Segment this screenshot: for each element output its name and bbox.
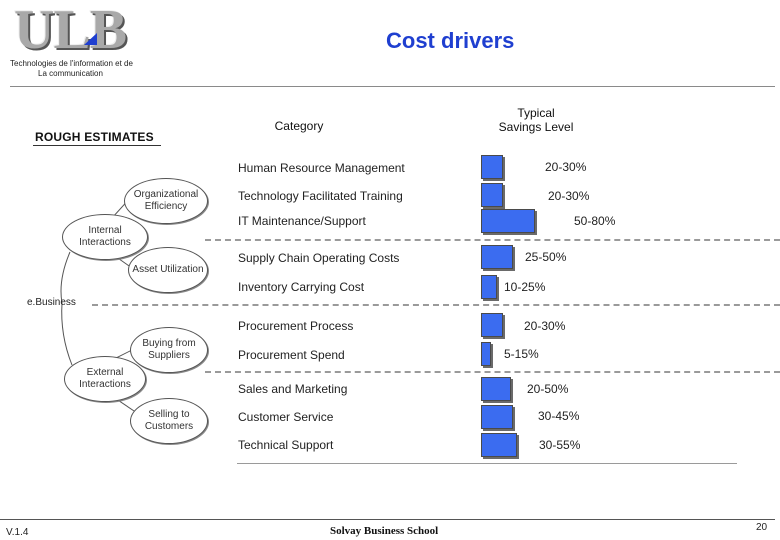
- savings-bar: [481, 275, 497, 299]
- node-asset-utilization: Asset Utilization: [128, 247, 208, 293]
- subtitle-line-2: La communication: [38, 69, 103, 78]
- row-label: Technology Facilitated Training: [238, 189, 403, 203]
- savings-value: 50-80%: [574, 214, 616, 228]
- row-label: Customer Service: [238, 410, 334, 424]
- node-external-interactions: External Interactions: [64, 356, 146, 402]
- savings-bar: [481, 245, 513, 269]
- row-label: Inventory Carrying Cost: [238, 280, 365, 294]
- savings-value: 30-55%: [539, 438, 581, 452]
- page-number: 20: [756, 522, 768, 533]
- rough-estimates-underline: [33, 145, 161, 146]
- savings-bar: [481, 313, 503, 337]
- section-divider-1: [205, 239, 780, 241]
- row-label: IT Maintenance/Support: [238, 214, 366, 228]
- savings-header-line-1: Typical: [517, 106, 555, 120]
- logo-triangle-icon: [84, 33, 97, 45]
- node-e-business: e.Business: [27, 297, 76, 308]
- savings-bar: [481, 342, 491, 366]
- row-label: Human Resource Management: [238, 161, 405, 175]
- savings-value: 30-45%: [538, 409, 580, 423]
- table-bottom-rule: [237, 463, 737, 464]
- subtitle-line-1: Technologies de l'information et de: [10, 59, 133, 68]
- footer-rule: [0, 519, 775, 520]
- savings-bar: [481, 183, 503, 207]
- rough-estimates-label: ROUGH ESTIMATES: [35, 130, 154, 144]
- savings-value: 20-30%: [548, 189, 590, 203]
- row-label: Procurement Spend: [238, 348, 345, 362]
- version-label: V.1.4: [6, 527, 29, 538]
- savings-value: 20-30%: [524, 319, 566, 333]
- ulb-logo: ULB: [14, 0, 127, 61]
- savings-bar: [481, 405, 513, 429]
- row-label: Technical Support: [238, 438, 334, 452]
- row-label: Supply Chain Operating Costs: [238, 251, 400, 265]
- node-selling-to-customers: Selling to Customers: [130, 398, 208, 444]
- savings-value: 25-50%: [525, 250, 567, 264]
- node-organizational-efficiency: Organizational Efficiency: [124, 178, 208, 224]
- category-header: Category: [274, 119, 324, 133]
- node-buying-from-suppliers: Buying from Suppliers: [130, 327, 208, 373]
- savings-header: Typical Savings Level: [480, 106, 592, 134]
- school-name: Solvay Business School: [330, 525, 439, 537]
- savings-value: 5-15%: [504, 347, 539, 361]
- savings-header-line-2: Savings Level: [498, 120, 574, 134]
- section-divider-2: [92, 304, 780, 306]
- section-divider-3: [205, 371, 780, 373]
- savings-value: 20-50%: [527, 382, 569, 396]
- savings-bar: [481, 377, 511, 401]
- savings-value: 10-25%: [504, 280, 546, 294]
- page-title: Cost drivers: [386, 28, 515, 53]
- savings-bar: [481, 433, 517, 457]
- savings-value: 20-30%: [545, 160, 587, 174]
- savings-bar: [481, 155, 503, 179]
- node-internal-interactions: Internal Interactions: [62, 214, 148, 260]
- savings-bar: [481, 209, 535, 233]
- row-label: Procurement Process: [238, 319, 354, 333]
- header-rule: [10, 86, 775, 87]
- row-label: Sales and Marketing: [238, 382, 348, 396]
